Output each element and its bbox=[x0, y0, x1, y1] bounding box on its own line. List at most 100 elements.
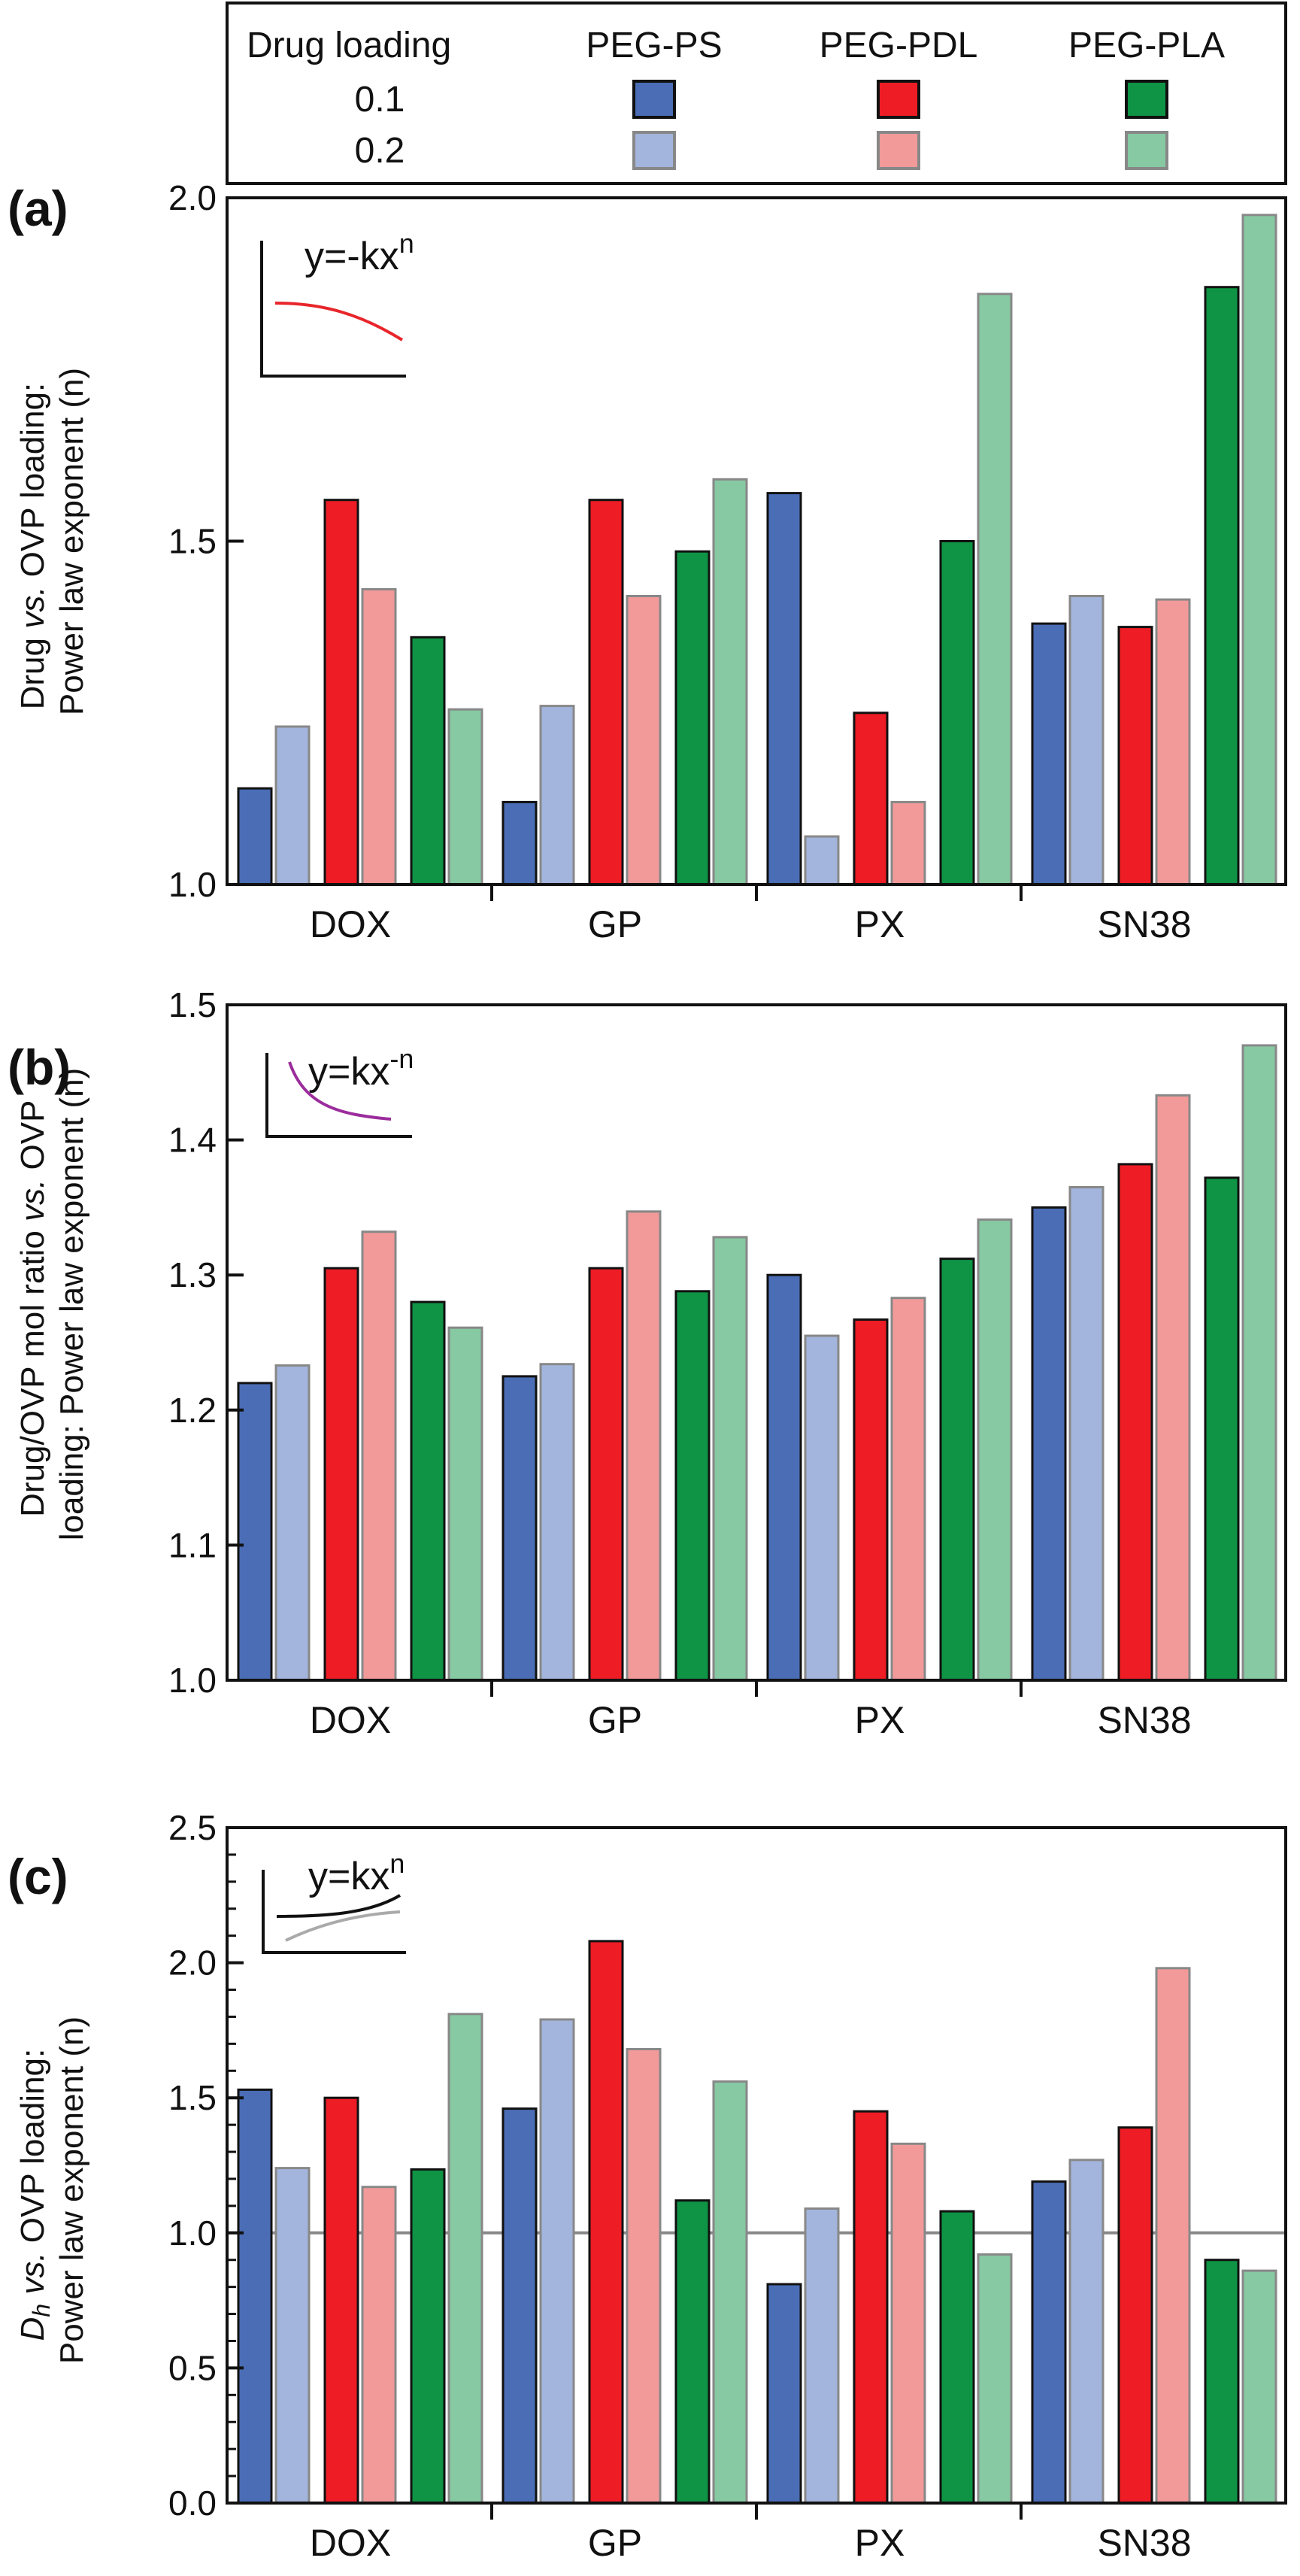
panel-b-inset-curve bbox=[288, 1061, 392, 1121]
panel-c-ylabel-line2: Power law exponent (n) bbox=[53, 2016, 90, 2364]
legend-polymer-pla: PEG-PLA bbox=[1068, 26, 1225, 65]
panel-b-bar-px-s0 bbox=[766, 1273, 802, 1682]
panel-b-inset-equation: y=kx-n bbox=[308, 1043, 414, 1094]
panel-c-bar-dox-s2 bbox=[323, 2096, 359, 2505]
panel-c-ytick-label-0: 0.0 bbox=[168, 2483, 217, 2523]
panel-b-ytick-label-3: 1.3 bbox=[168, 1255, 217, 1294]
panel-c-category-gp: GP bbox=[588, 2522, 642, 2564]
panel-b-bar-dox-s1 bbox=[274, 1364, 311, 1682]
panel-b-bar-sn38-s1 bbox=[1068, 1186, 1105, 1682]
panel-b-inset-axes bbox=[265, 1053, 412, 1138]
panel-a-bar-gp-s2 bbox=[588, 499, 624, 886]
panel-b: (b) Drug/OVP mol ratio vs. OVP loading: … bbox=[8, 1039, 414, 1540]
panel-b-bar-dox-s3 bbox=[361, 1230, 397, 1682]
panel-b-ytick-label-2: 1.2 bbox=[168, 1391, 217, 1430]
panel-a-ylabel-line2: Power law exponent (n) bbox=[53, 368, 90, 715]
panel-c-ytick-label-1: 0.5 bbox=[168, 2348, 217, 2387]
panel-a-ylabel-line1: Drug vs. OVP loading: bbox=[14, 383, 51, 710]
panel-a-category-sn38: SN38 bbox=[1097, 903, 1191, 945]
panel-c-bar-gp-s4 bbox=[674, 2199, 711, 2505]
panel-c-bar-gp-s1 bbox=[539, 2018, 575, 2505]
legend-box bbox=[226, 2, 1287, 185]
panel-c-bar-px-s2 bbox=[853, 2110, 889, 2505]
panel-a-bar-px-s5 bbox=[977, 293, 1013, 886]
legend-swatch-pdl-low bbox=[877, 80, 920, 119]
panel-a-category-px: PX bbox=[855, 903, 905, 945]
panel-c-bar-sn38-s5 bbox=[1241, 2269, 1277, 2505]
panel-b-ylabel-line1: Drug/OVP mol ratio vs. OVP bbox=[14, 1100, 51, 1516]
panel-c: (c) Dh vs. OVP loading: Power law expone… bbox=[8, 1848, 406, 2364]
panel-a-bar-gp-s5 bbox=[712, 478, 748, 886]
panel-b-bar-dox-s4 bbox=[410, 1300, 446, 1682]
panel-a-ytick-label-1: 1.5 bbox=[168, 522, 217, 561]
panel-a-bar-dox-s3 bbox=[361, 587, 397, 886]
panel-b-label: (b) bbox=[8, 1039, 71, 1095]
legend-header: Drug loading bbox=[247, 26, 451, 65]
panel-a-bar-gp-s4 bbox=[674, 550, 711, 886]
panel-b-bar-dox-s2 bbox=[323, 1267, 359, 1682]
panel-b-bar-sn38-s5 bbox=[1241, 1044, 1277, 1682]
legend-polymer-pdl: PEG-PDL bbox=[820, 26, 978, 65]
panel-a-ylabel: Drug vs. OVP loading: Power law exponent… bbox=[14, 368, 90, 715]
panel-b-bar-px-s2 bbox=[853, 1318, 889, 1682]
panel-c-label: (c) bbox=[8, 1849, 68, 1904]
panel-c-bar-dox-s0 bbox=[237, 2088, 273, 2505]
panel-a-bar-sn38-s2 bbox=[1117, 626, 1153, 886]
panel-b-bar-sn38-s4 bbox=[1204, 1176, 1240, 1682]
panel-b-bar-gp-s0 bbox=[502, 1375, 538, 1682]
legend-swatch-ps-low bbox=[632, 80, 676, 119]
panel-c-bar-dox-s3 bbox=[361, 2186, 397, 2505]
panel-c-bar-px-s4 bbox=[939, 2210, 975, 2505]
panel-a-bar-gp-s1 bbox=[539, 705, 575, 886]
panel-c-bar-dox-s1 bbox=[274, 2167, 311, 2505]
panel-a-bar-px-s4 bbox=[939, 540, 975, 886]
panel-b-bar-gp-s4 bbox=[674, 1290, 711, 1682]
panel-b-category-sn38: SN38 bbox=[1097, 1699, 1191, 1741]
panel-b-bar-gp-s3 bbox=[626, 1210, 662, 1682]
panel-b-ytick-label-0: 1.0 bbox=[168, 1661, 217, 1700]
panel-c-bar-sn38-s4 bbox=[1204, 2259, 1240, 2505]
panel-a-inset-equation: y=-kxn bbox=[305, 228, 414, 278]
panel-c-ylabel-line1: Dh vs. OVP loading: bbox=[14, 2049, 55, 2341]
panel-c-ylabel: Dh vs. OVP loading: Power law exponent (… bbox=[14, 2016, 90, 2364]
panel-c-bar-gp-s5 bbox=[712, 2080, 748, 2505]
panel-b-ytick-label-5: 1.5 bbox=[168, 985, 217, 1024]
panel-a-bar-px-s2 bbox=[853, 712, 889, 886]
panel-c-bar-gp-s3 bbox=[626, 2048, 662, 2505]
panel-a-category-dox: DOX bbox=[310, 903, 391, 945]
panel-a-bar-dox-s0 bbox=[237, 787, 273, 886]
panel-b-category-px: PX bbox=[855, 1699, 905, 1741]
panel-c-bar-px-s1 bbox=[804, 2207, 840, 2505]
legend-swatch-pla-high bbox=[1125, 131, 1168, 170]
panel-b-bar-gp-s2 bbox=[588, 1267, 624, 1682]
panel-c-category-dox: DOX bbox=[310, 2522, 391, 2564]
panel-a-bar-dox-s1 bbox=[274, 725, 311, 886]
panel-b-bar-sn38-s3 bbox=[1155, 1094, 1191, 1682]
legend-polymer-ps: PEG-PS bbox=[586, 26, 722, 65]
panel-c-inset-equation: y=kxn bbox=[308, 1848, 405, 1898]
panel-a-bar-dox-s4 bbox=[410, 636, 446, 886]
legend-loading-low: 0.1 bbox=[355, 80, 405, 120]
panel-a-bar-gp-s3 bbox=[626, 595, 662, 886]
panel-c-bar-sn38-s2 bbox=[1117, 2126, 1153, 2505]
panel-b-bar-px-s4 bbox=[939, 1258, 975, 1682]
panel-a-bar-dox-s2 bbox=[323, 499, 359, 886]
panel-c-ytick-label-2: 1.0 bbox=[168, 2213, 217, 2253]
panel-a-bar-gp-s0 bbox=[502, 800, 538, 886]
panel-c-ytick-label-4: 2.0 bbox=[168, 1943, 217, 1983]
panel-a-bar-px-s3 bbox=[890, 800, 926, 886]
legend-swatch-pdl-high bbox=[877, 131, 920, 170]
panel-a-bar-px-s1 bbox=[804, 835, 840, 886]
panel-c-bar-px-s5 bbox=[977, 2253, 1013, 2505]
panel-a: (a) Drug vs. OVP loading: Power law expo… bbox=[8, 181, 414, 715]
panel-a-bar-px-s0 bbox=[766, 492, 802, 886]
panel-c-bar-gp-s2 bbox=[588, 1940, 624, 2505]
panel-b-bar-dox-s0 bbox=[237, 1382, 273, 1682]
panel-a-label: (a) bbox=[8, 181, 68, 236]
panel-c-ytick-label-3: 1.5 bbox=[168, 2078, 217, 2117]
panel-c-bar-gp-s0 bbox=[502, 2107, 538, 2505]
panel-b-bar-gp-s5 bbox=[712, 1236, 748, 1682]
panel-b-category-dox: DOX bbox=[310, 1699, 391, 1741]
panel-c-inset-axes bbox=[262, 1870, 406, 1954]
